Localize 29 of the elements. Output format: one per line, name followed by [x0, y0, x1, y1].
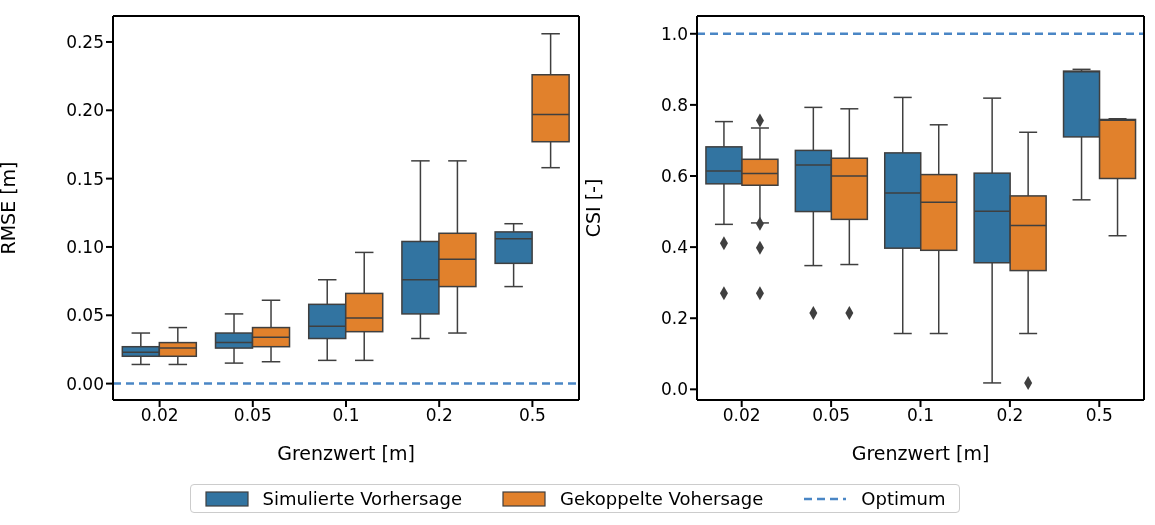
y-tick-label: 0.05	[66, 305, 104, 326]
y-tick-label: 0.8	[660, 94, 688, 115]
x-tick-label: 0.02	[722, 405, 761, 426]
y-tick-label: 0.4	[660, 237, 688, 258]
y-tick-label: 0.10	[66, 236, 104, 257]
legend-label: Simulierte Vorhersage	[262, 488, 463, 509]
y-tick-label: 0.2	[660, 308, 688, 329]
x-axis-title: Grenzwert [m]	[277, 442, 415, 464]
y-axis-title: RMSE [m]	[0, 161, 19, 255]
y-axis-title: CSI [-]	[581, 178, 604, 238]
x-tick-label: 0.1	[906, 405, 935, 426]
x-tick-label: 0.2	[996, 405, 1024, 426]
x-tick-label: 0.05	[812, 405, 851, 426]
y-tick-label: 0.0	[660, 379, 688, 400]
y-tick-label: 0.00	[66, 373, 104, 394]
y-tick-label: 0.6	[660, 166, 688, 187]
x-tick-label: 0.1	[332, 405, 360, 426]
legend-label: Optimum	[861, 488, 946, 509]
x-tick-label: 0.05	[233, 405, 272, 426]
x-tick-label: 0.2	[425, 405, 453, 426]
y-tick-label: 0.20	[66, 100, 104, 121]
legend-label: Gekoppelte Vohersage	[560, 488, 764, 509]
x-axis-title: Grenzwert [m]	[851, 442, 990, 464]
x-tick-label: 0.02	[140, 405, 179, 426]
x-tick-label: 0.5	[518, 405, 546, 426]
y-tick-label: 0.15	[66, 168, 104, 189]
x-tick-label: 0.5	[1085, 405, 1113, 426]
y-tick-label: 1.0	[660, 23, 688, 44]
y-tick-label: 0.25	[66, 32, 104, 52]
